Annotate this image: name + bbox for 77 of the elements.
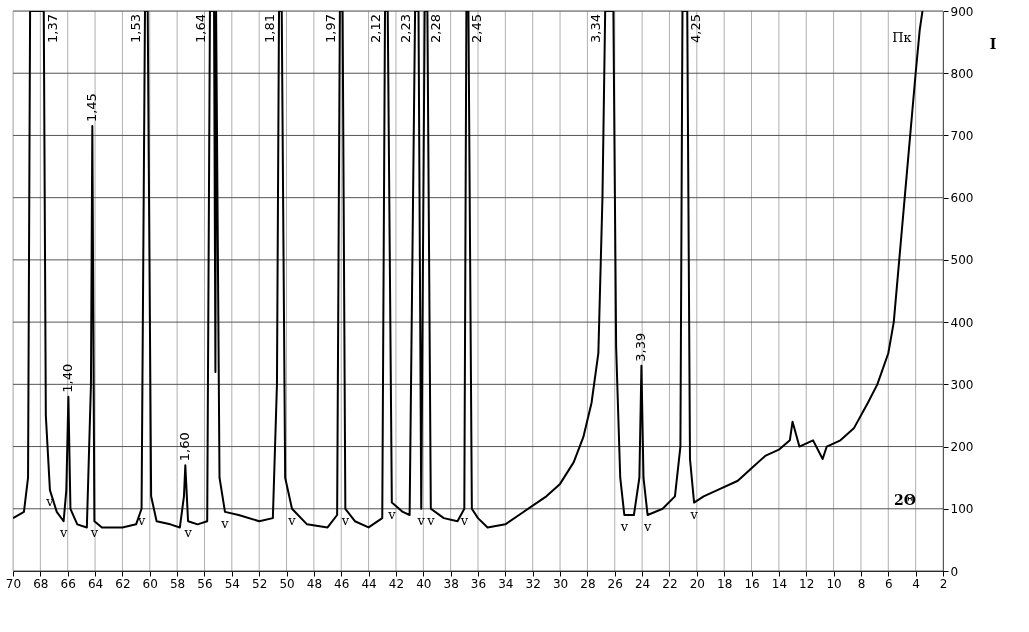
x-tick-label: 4 [912,576,920,591]
annotation: 1,64 [192,14,208,43]
x-tick-label: 34 [498,576,514,591]
x-tick-label: 32 [525,576,541,591]
y-tick-label: 100 [950,502,974,517]
x-tick-label: 56 [197,576,213,591]
annotation: 2,45 [469,14,485,43]
y-tick-label: 900 [950,4,974,19]
annotation: v [220,515,230,531]
annotation: v [58,525,68,541]
x-tick-label: 70 [5,576,22,591]
y-axis-title: I [989,35,997,52]
annotation: v [689,506,699,522]
annotation: v [642,519,652,534]
x-axis-title: 2Θ [894,492,916,508]
annotation: v [619,519,629,534]
y-tick-label: 300 [950,377,974,392]
x-tick-label: 14 [771,576,788,591]
x-tick-label: 60 [142,576,158,591]
x-tick-label: 26 [607,576,623,591]
x-tick-label: 48 [306,576,323,591]
annotation: v [426,512,436,528]
annotation: 2,28 [428,14,444,43]
y-tick-label: 0 [950,564,959,579]
y-tick-label: 800 [950,66,974,81]
annotation: 1,81 [262,14,278,43]
line-series [13,11,924,529]
x-tick-label: 64 [87,576,104,591]
y-tick-label: 200 [950,440,974,455]
x-tick-label: 52 [252,576,268,591]
x-tick-label: 54 [224,576,240,591]
annotation: 1,37 [44,14,60,43]
annotation: 1,45 [84,93,100,123]
x-tick-label: 22 [662,576,678,591]
annotation: 3,39 [633,332,649,362]
x-tick-label: 46 [334,576,350,591]
x-tick-label: 20 [689,576,705,591]
annotation: v [416,512,426,528]
annotation: 1,60 [177,432,193,462]
x-tick-label: 68 [33,576,49,591]
x-tick-label: 12 [799,576,815,591]
x-tick-label: 6 [884,576,893,591]
x-tick-label: 18 [717,576,733,591]
x-tick-label: 24 [634,576,651,591]
x-tick-label: 10 [826,576,842,591]
annotation: v [340,512,350,528]
x-tick-label: 2 [939,576,948,591]
y-tick-label: 700 [950,128,974,143]
annotation: v [459,512,469,528]
x-tick-label: 50 [279,576,295,591]
annotation: v [387,506,397,522]
x-tick-label: 30 [552,576,569,591]
x-tick-label: 28 [580,576,596,591]
x-tick-label: 42 [388,576,405,591]
y-tick-label: 500 [950,253,974,268]
x-tick-label: 38 [443,576,459,591]
x-tick-label: 16 [744,576,760,591]
annotation: 2,12 [368,14,383,43]
x-tick-label: 58 [169,576,186,591]
y-tick-label: 400 [950,315,974,330]
annotation: v [89,525,99,541]
annotation: 3,34 [588,14,604,43]
x-tick-label: 66 [60,576,76,591]
annotation: 1,97 [322,14,338,43]
annotation: v [287,512,297,528]
x-tick-label: 40 [416,576,432,591]
x-tick-label: 36 [470,576,487,591]
annotation: v [183,525,193,541]
x-tick-label: 8 [857,576,866,591]
annotation: 4,25 [688,14,704,43]
annotation: 2,23 [398,14,414,43]
y-tick-label: 600 [950,191,974,206]
annotation: 1,40 [60,363,76,393]
annotation: Пк [892,29,912,45]
annotation: 1,53 [127,14,143,43]
x-tick-label: 44 [361,576,377,591]
x-tick-label: 62 [115,576,131,591]
